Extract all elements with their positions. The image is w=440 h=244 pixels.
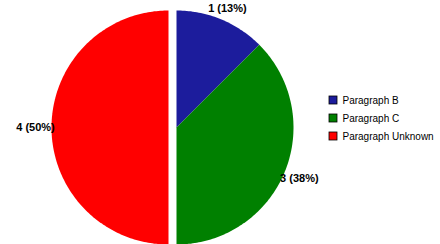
svg-text:3 (38%): 3 (38%) xyxy=(280,172,319,184)
svg-text:4 (50%): 4 (50%) xyxy=(16,121,55,133)
svg-text:Paragraph C: Paragraph C xyxy=(343,113,400,124)
svg-text:1 (13%): 1 (13%) xyxy=(208,2,247,14)
svg-text:Paragraph Unknown: Paragraph Unknown xyxy=(343,131,434,142)
svg-text:Paragraph B: Paragraph B xyxy=(343,95,399,106)
